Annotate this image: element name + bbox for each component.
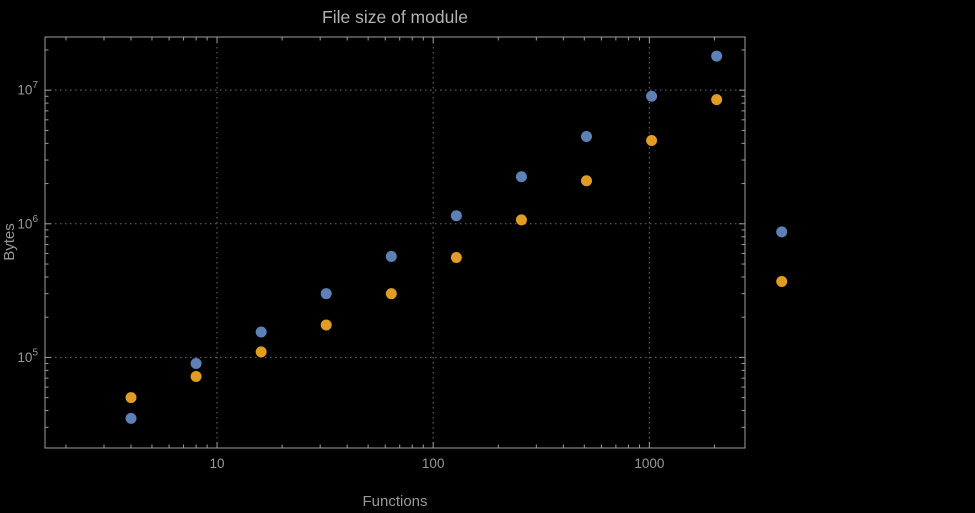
tick-layer: 10 100 1000 105 106 107 <box>17 37 745 471</box>
x-tick-label: 1000 <box>634 456 664 471</box>
data-point-series-orange <box>646 135 658 147</box>
y-tick-label: 106 <box>17 214 38 232</box>
data-point-series-blue <box>190 358 202 370</box>
data-point-series-orange <box>320 319 332 331</box>
data-point-series-blue <box>320 288 332 300</box>
data-point-series-blue <box>776 226 788 238</box>
plot-frame <box>44 36 746 449</box>
data-point-series-blue <box>711 50 723 62</box>
data-point-series-blue <box>125 412 137 424</box>
y-tick-label: 107 <box>17 80 38 98</box>
data-point-series-blue <box>255 326 267 338</box>
data-point-series-orange <box>385 288 397 300</box>
y-tick-label: 105 <box>17 347 38 365</box>
x-tick-label: 100 <box>422 456 445 471</box>
data-point-series-blue <box>385 250 397 262</box>
data-point-series-orange <box>515 214 527 226</box>
data-point-series-orange <box>450 251 462 263</box>
data-point-layer <box>125 50 788 424</box>
x-axis-label: Functions <box>362 493 427 510</box>
label-layer: File size of module Functions Bytes <box>1 7 468 510</box>
chart-title: File size of module <box>322 7 468 27</box>
data-point-series-orange <box>255 346 267 358</box>
data-point-series-orange <box>776 276 788 288</box>
data-point-series-orange <box>190 370 202 382</box>
x-tick-label: 10 <box>210 456 225 471</box>
y-axis-label: Bytes <box>1 223 18 261</box>
frame-rect <box>44 36 746 449</box>
data-point-series-orange <box>125 392 137 404</box>
grid-layer <box>45 37 745 448</box>
data-point-series-orange <box>581 175 593 187</box>
data-point-series-blue <box>581 131 593 143</box>
data-point-series-orange <box>711 94 723 106</box>
data-point-series-blue <box>646 90 658 102</box>
data-point-series-blue <box>515 171 527 183</box>
data-point-series-blue <box>450 210 462 222</box>
